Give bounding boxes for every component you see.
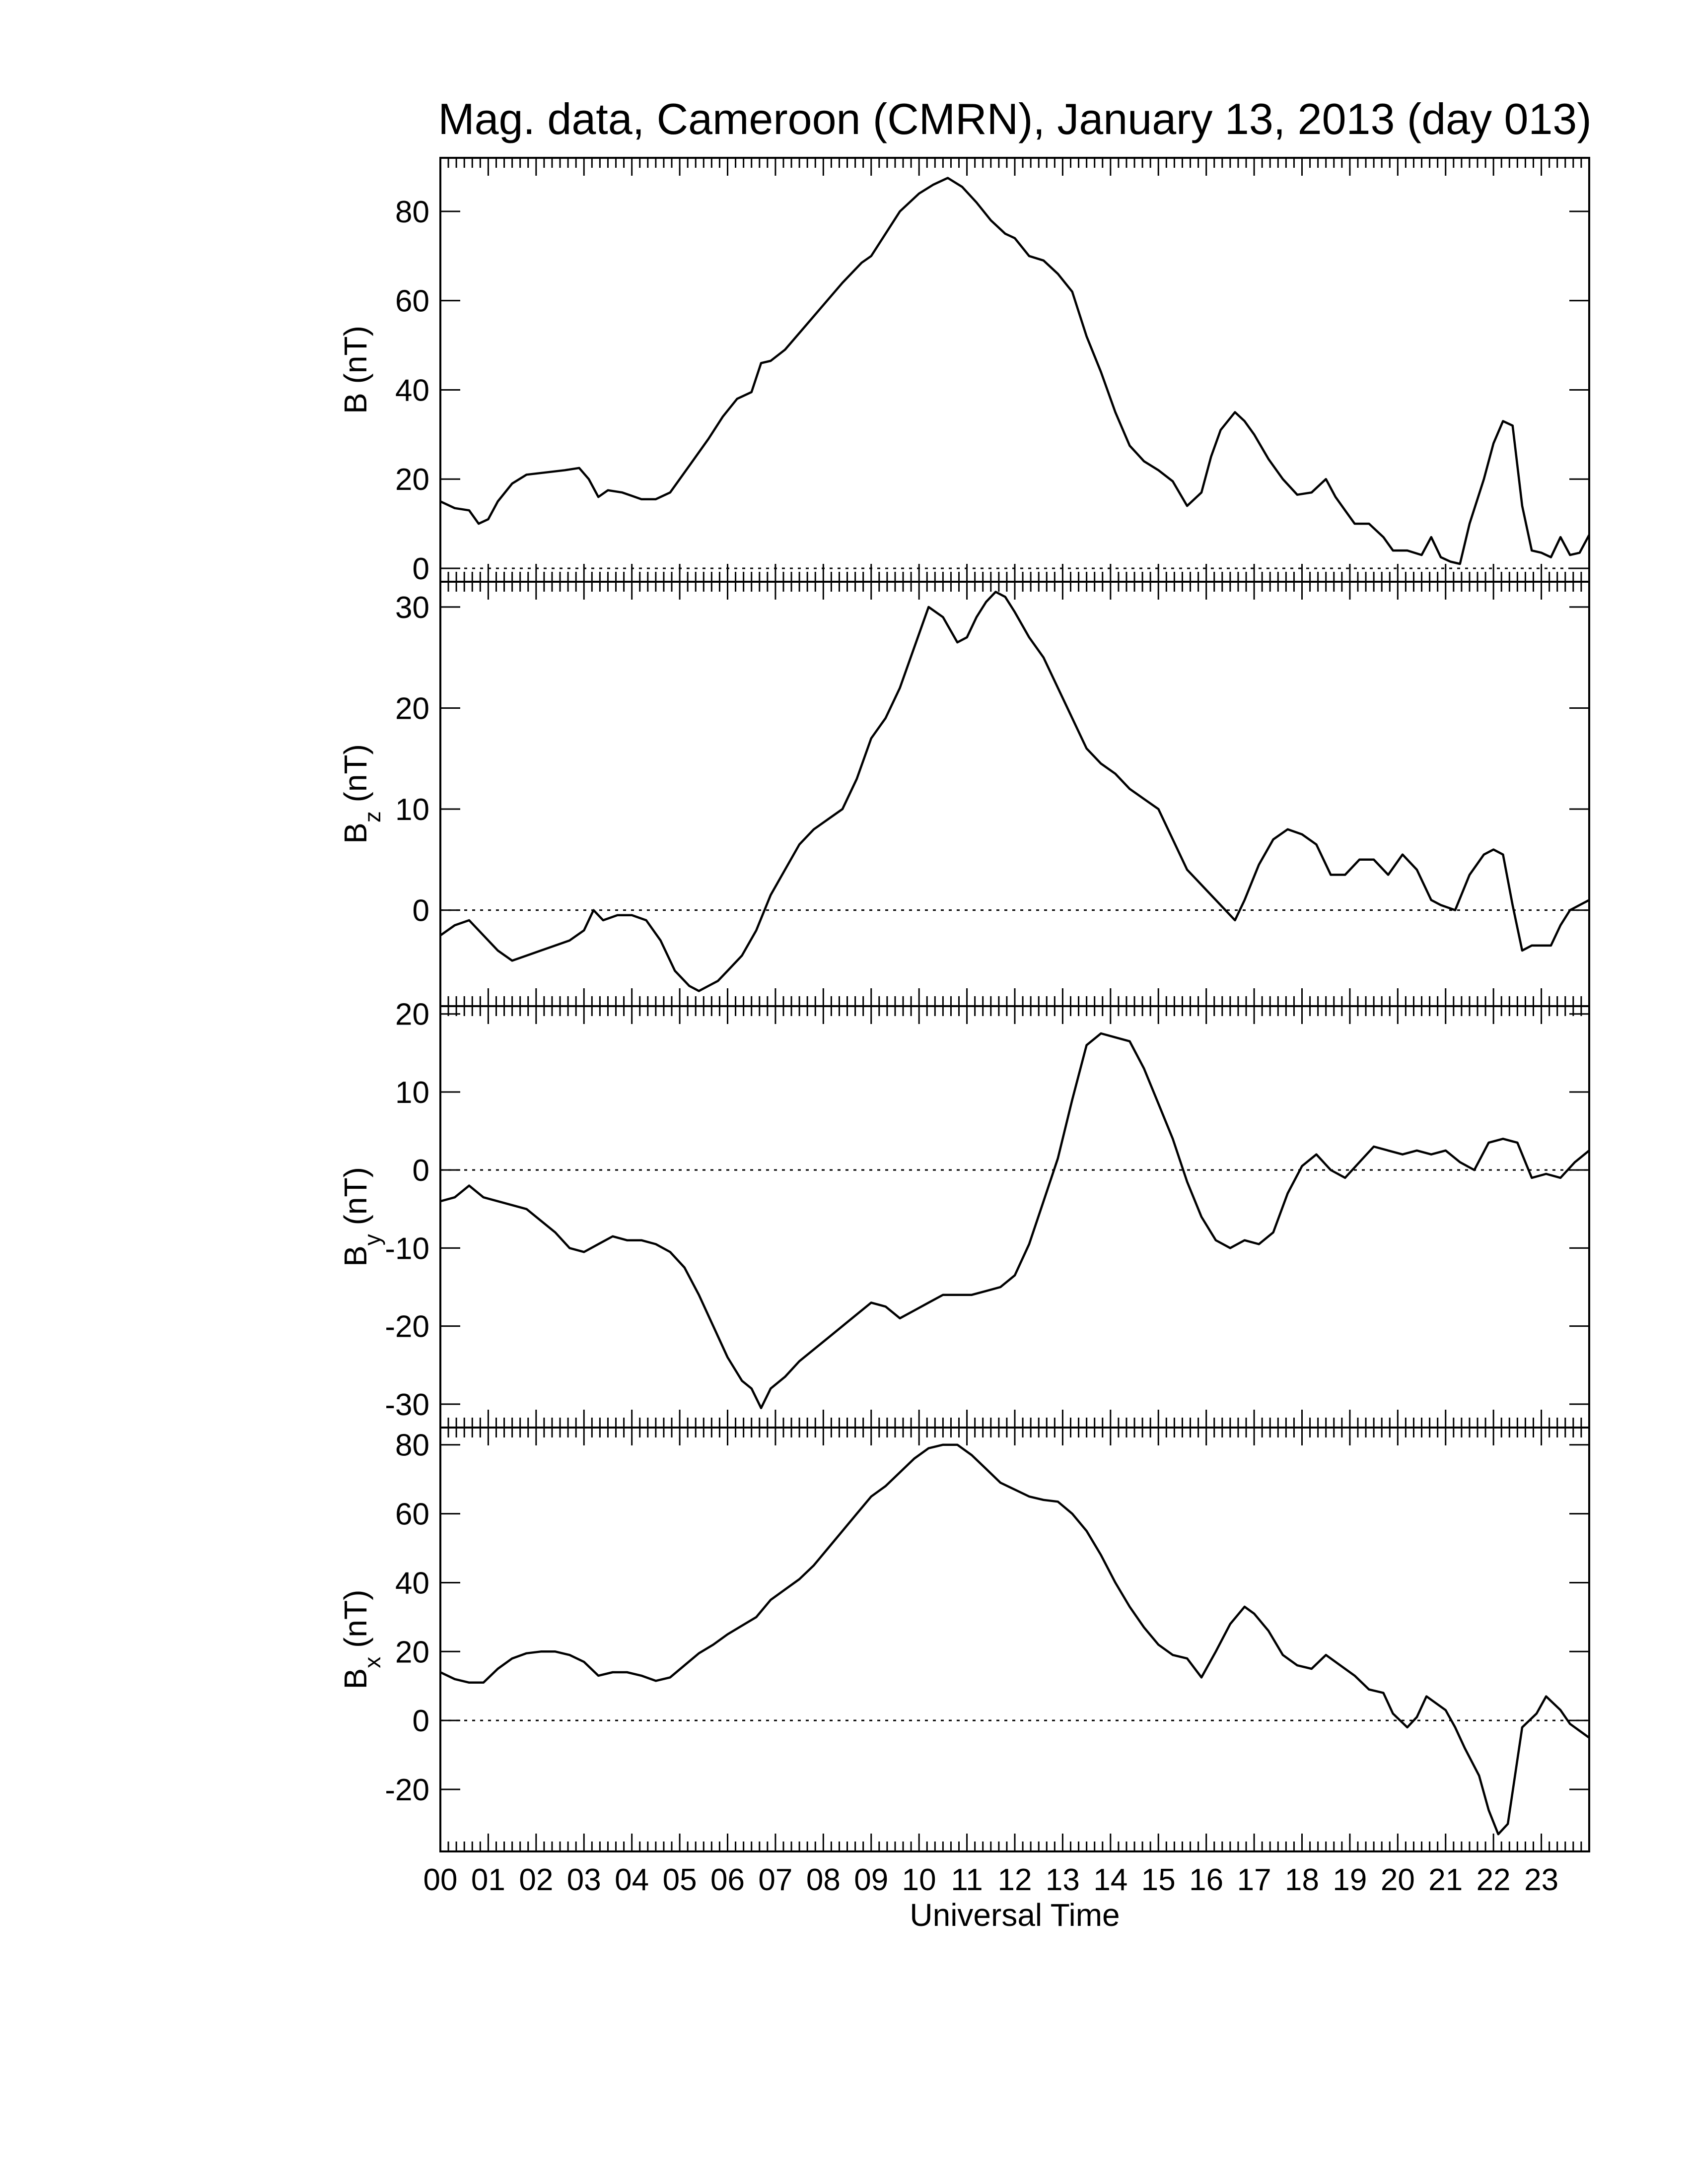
panel-by: -30 -20 -10 0 10 20 By (nT) [338,998,1590,1429]
x-tick-label: 04 [615,1863,649,1897]
data-series-line [440,1443,1590,1836]
panel-bz: 0 10 20 30 Bz (nT) [338,581,1590,1007]
x-tick-label: 22 [1477,1863,1511,1897]
x-tick-label: 03 [567,1863,601,1897]
y-tick-label: 10 [395,793,429,827]
chart-title: Mag. data, Cameroon (CMRN), January 13, … [438,94,1591,143]
y-tick-label: 40 [395,1566,429,1600]
y-tick-label: 80 [395,195,429,229]
x-tick-label: 06 [710,1863,745,1897]
x-axis-label: Universal Time [910,1897,1120,1933]
x-tick-label: 12 [998,1863,1032,1897]
x-tick-label: 01 [471,1863,505,1897]
y-axis-label: Bx (nT) [338,1590,385,1690]
y-tick-label: 20 [395,1635,429,1669]
y-tick-label: 60 [395,284,429,319]
panel-frame [439,581,1590,1007]
x-tick-label: 13 [1046,1863,1080,1897]
x-tick-label: 16 [1189,1863,1223,1897]
x-tick-label: 15 [1141,1863,1176,1897]
y-axis-label: Bz (nT) [338,744,385,844]
y-tick-label: 0 [413,552,429,586]
data-series-line [439,591,1590,992]
y-tick-label: -20 [385,1310,429,1344]
panel-frame [439,1427,1590,1852]
x-tick-label: 19 [1333,1863,1367,1897]
y-axis-label: By (nT) [338,1167,385,1267]
y-tick-label: -30 [385,1388,429,1422]
y-tick-label: 30 [395,591,429,625]
y-tick-label: -20 [385,1773,429,1807]
y-tick-label: 0 [413,894,429,928]
x-tick-label: 07 [758,1863,792,1897]
y-tick-label: -10 [385,1231,429,1266]
x-tick-label: 10 [902,1863,936,1897]
x-tick-label: 14 [1093,1863,1127,1897]
panel-b: 0 20 40 60 80 B (nT) [338,157,1590,586]
y-tick-label: 20 [395,463,429,497]
panel-frame [439,1005,1590,1429]
x-axis: 00 01 02 03 04 05 06 07 08 09 10 11 12 13 14 15 16 17 18 19… [423,1863,1559,1897]
x-tick-label: 20 [1381,1863,1415,1897]
x-tick-label: 02 [519,1863,553,1897]
y-tick-label: 20 [395,998,429,1032]
y-tick-label: 60 [395,1498,429,1532]
x-tick-label: 09 [854,1863,888,1897]
x-tick-label: 18 [1285,1863,1319,1897]
y-tick-label: 80 [395,1429,429,1463]
x-tick-label: 23 [1524,1863,1558,1897]
data-series-line [440,177,1590,565]
x-tick-label: 00 [423,1863,458,1897]
x-tick-label: 08 [806,1863,841,1897]
y-tick-label: 40 [395,373,429,408]
panel-frame [439,157,1590,583]
y-tick-label: 0 [413,1154,429,1188]
x-tick-label: 21 [1428,1863,1463,1897]
data-series-line [440,1032,1590,1409]
y-tick-label: 10 [395,1076,429,1110]
y-tick-label: 0 [413,1704,429,1738]
panel-bx: -20 0 20 40 60 80 Bx (nT) [338,1427,1590,1852]
x-tick-label: 11 [951,1863,983,1897]
y-axis-label: B (nT) [338,326,373,414]
x-tick-label: 05 [663,1863,697,1897]
y-tick-label: 20 [395,691,429,726]
x-tick-label: 17 [1237,1863,1271,1897]
